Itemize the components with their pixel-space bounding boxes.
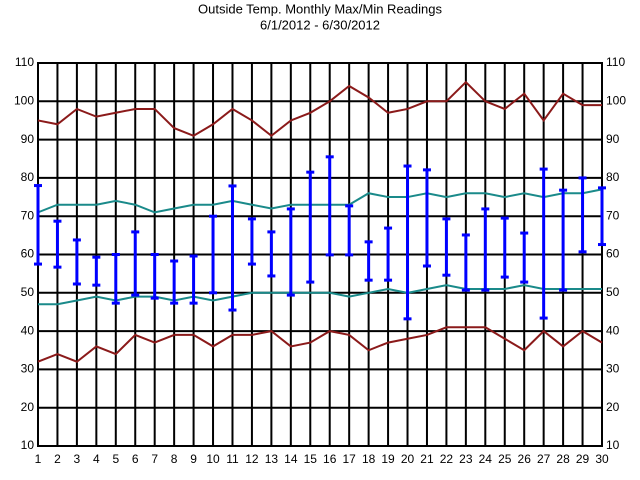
- x-tick-label: 25: [498, 452, 512, 466]
- y2-tick-label: 20: [606, 400, 620, 414]
- y2-tick-label: 10: [606, 438, 620, 452]
- y-tick-label: 40: [21, 323, 35, 337]
- y2-tick-label: 80: [606, 170, 620, 184]
- x-tick-label: 27: [537, 452, 551, 466]
- x-tick-label: 4: [93, 452, 100, 466]
- x-tick-label: 22: [440, 452, 454, 466]
- y-tick-label: 100: [14, 93, 34, 107]
- y2-tick-label: 50: [606, 285, 620, 299]
- y-tick-label: 20: [21, 400, 35, 414]
- x-tick-label: 6: [132, 452, 139, 466]
- series-line: [37, 326, 603, 363]
- x-tick-label: 15: [304, 452, 318, 466]
- x-tick-label: 12: [245, 452, 259, 466]
- x-tick-label: 19: [381, 452, 395, 466]
- y-tick-label: 70: [21, 208, 35, 222]
- y2-tick-label: 70: [606, 208, 620, 222]
- chart-title: Outside Temp. Monthly Max/Min Readings: [198, 1, 442, 16]
- x-tick-label: 23: [459, 452, 473, 466]
- series-line: [37, 188, 603, 214]
- x-tick-label: 17: [342, 452, 356, 466]
- y-tick-label: 10: [21, 438, 35, 452]
- x-tick-label: 2: [54, 452, 61, 466]
- y-tick-label: 110: [15, 55, 34, 69]
- y-tick-label: 60: [21, 247, 35, 261]
- y-tick-label: 90: [21, 132, 35, 146]
- x-tick-label: 21: [420, 452, 434, 466]
- x-tick-label: 24: [479, 452, 493, 466]
- x-tick-label: 13: [265, 452, 279, 466]
- x-tick-label: 5: [112, 452, 119, 466]
- x-tick-label: 20: [401, 452, 415, 466]
- x-tick-label: 10: [206, 452, 220, 466]
- y2-tick-label: 90: [606, 132, 620, 146]
- y2-tick-label: 40: [606, 323, 620, 337]
- y-tick-label: 50: [21, 285, 35, 299]
- x-tick-label: 7: [151, 452, 158, 466]
- x-tick-label: 29: [576, 452, 590, 466]
- x-tick-label: 14: [284, 452, 298, 466]
- chart-subtitle: 6/1/2012 - 6/30/2012: [260, 17, 380, 32]
- x-tick-label: 16: [323, 452, 337, 466]
- x-tick-label: 28: [556, 452, 570, 466]
- x-tick-label: 9: [190, 452, 197, 466]
- x-tick-label: 1: [35, 452, 42, 466]
- y2-tick-label: 100: [606, 93, 626, 107]
- x-tick-label: 18: [362, 452, 376, 466]
- series-line: [37, 80, 602, 138]
- y2-tick-label: 60: [606, 247, 620, 261]
- x-tick-label: 3: [74, 452, 81, 466]
- x-tick-label: 30: [595, 452, 609, 466]
- y-tick-label: 80: [21, 170, 35, 184]
- x-tick-label: 26: [518, 452, 532, 466]
- x-tick-label: 8: [171, 452, 178, 466]
- y2-tick-label: 30: [606, 362, 620, 376]
- y-tick-label: 30: [21, 362, 35, 376]
- y2-tick-label: 110: [606, 55, 625, 69]
- series-line: [38, 284, 602, 306]
- x-tick-label: 11: [226, 452, 239, 466]
